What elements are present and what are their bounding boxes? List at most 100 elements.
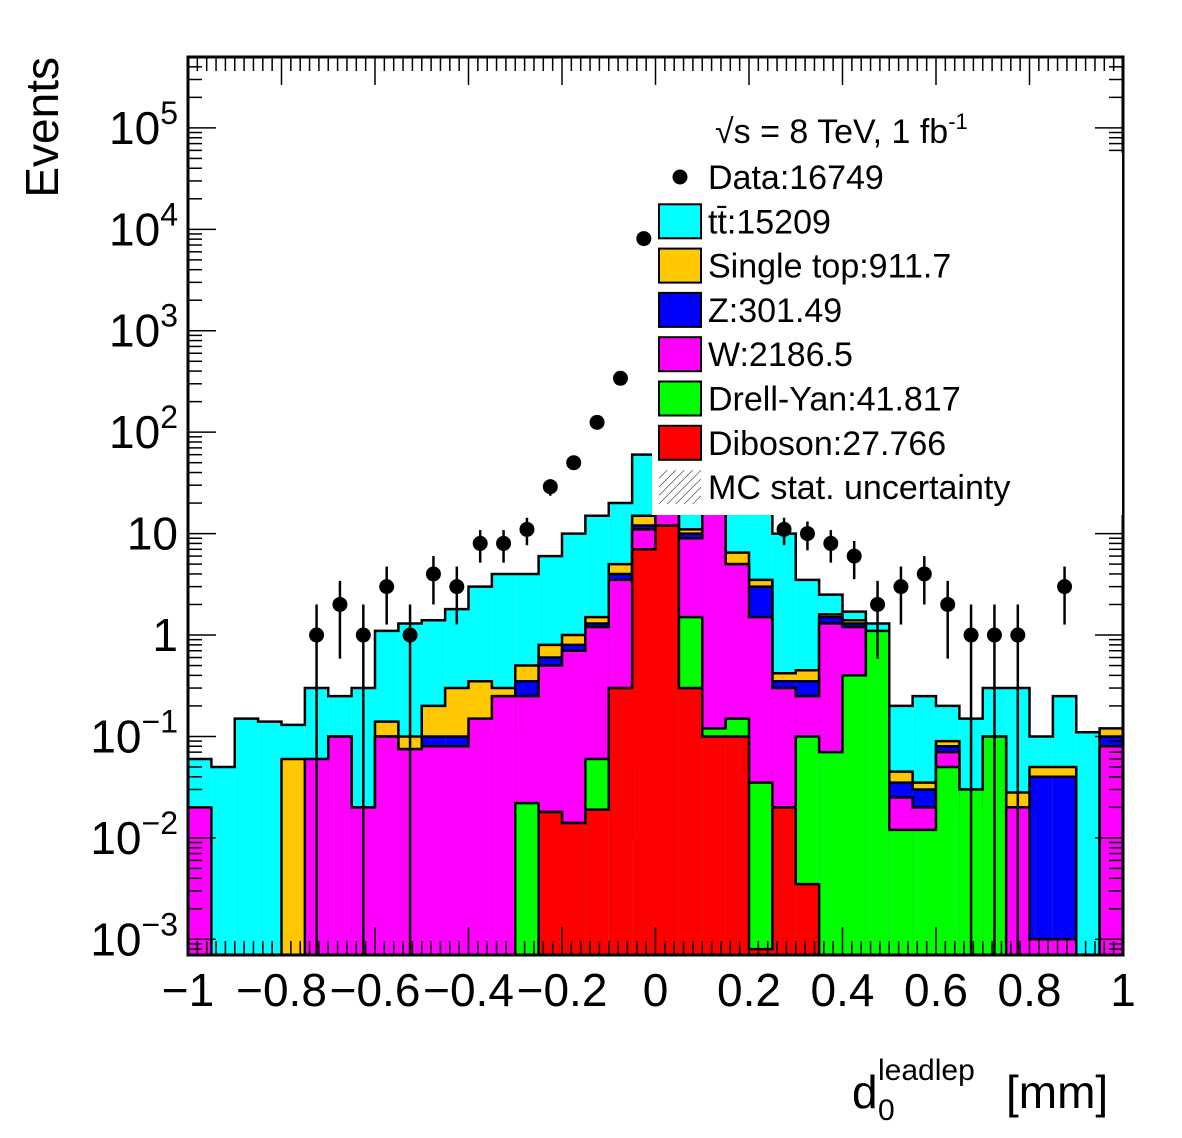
legend-entry-z-301-49: Z:301.49 [658,291,842,330]
y-tick-label: 1 [152,609,178,661]
legend-swatch [658,291,702,328]
data-point-18 [846,541,862,580]
bar-tt-3 [258,721,282,955]
bar-diboson-20 [655,525,679,955]
series-diboson [188,524,1123,957]
marker [846,548,862,564]
data-point-19 [870,580,886,659]
data-point-6 [449,566,465,625]
marker [823,535,839,551]
data-point-25 [1010,604,1026,955]
legend-entry-diboson-27-766: Diboson:27.766 [658,424,946,463]
bar-diboson-19 [632,549,656,955]
bar-w-0 [188,807,212,955]
legend-hatch-swatch [659,470,701,505]
legend-entry-single-top-911-7: Single top:911.7 [658,247,951,286]
x-tick-label: −1 [162,964,214,1016]
bar-diboson-25 [772,807,796,955]
marker [379,579,395,595]
marker [776,521,792,537]
x-tick-label: 0.4 [811,964,875,1016]
marker [519,521,535,537]
legend-label: W:2186.5 [708,336,853,374]
bar-drell-yan-27 [819,752,843,955]
data-points [309,231,1073,955]
data-point-2 [355,604,371,955]
data-point-4 [402,604,418,955]
legend-swatch [658,424,702,461]
legend-label: Drell-Yan:41.817 [708,381,961,419]
marker [449,579,465,595]
marker [963,627,979,643]
data-point-17 [823,530,839,563]
legend: √s = 8 TeV, 1 fb-1 Data:16749 tt̄:15209 Sin… [652,109,1122,515]
bar-z-36 [1029,776,1053,955]
bar-diboson-17 [585,809,609,955]
x-axis-label-unit: [mm] [1006,1066,1108,1118]
x-tick-label: 0.6 [904,964,968,1016]
bar-tt-38 [1076,732,1100,955]
bar-w-6 [328,736,352,955]
bar-tt-1 [211,766,235,955]
marker [496,535,512,551]
bar-diboson-24 [749,949,773,955]
legend-entry-data-16749: Data:16749 [672,159,884,197]
marker [1010,627,1026,643]
bar-diboson-15 [538,811,562,955]
legend-entry-drell-yan-41-817: Drell-Yan:41.817 [658,380,961,419]
marker [636,231,652,247]
data-point-21 [916,556,932,605]
bar-drell-yan-30 [889,829,913,955]
bar-w-37 [1052,939,1077,955]
legend-entry-tt-15209: tt̄:15209 [658,203,831,241]
data-point-13 [612,370,628,386]
legend-label: Single top:911.7 [708,248,951,286]
bar-w-39 [1099,746,1123,955]
marker [940,596,956,612]
x-tick-label: 1 [1110,964,1136,1016]
data-point-12 [589,414,605,430]
marker [1057,579,1073,595]
legend-label: Z:301.49 [708,292,842,330]
data-point-24 [986,604,1002,955]
legend-header: √s = 8 TeV, 1 fb-1 [715,109,968,151]
marker [332,596,348,612]
x-tick-label: 0.8 [998,964,1062,1016]
bar-w-8 [375,736,399,955]
bar-diboson-26 [795,884,820,955]
legend-background [652,153,1122,515]
bar-drell-yan-29 [865,630,890,955]
y-axis-label: Events [16,57,68,198]
bar-diboson-18 [608,688,633,955]
marker [870,596,886,612]
bar-single-top-4 [281,758,305,955]
data-point-10 [542,479,558,496]
x-tick-label: −0.4 [423,964,514,1016]
data-point-8 [496,530,512,563]
bar-w-12 [468,718,492,955]
legend-swatch [658,380,702,417]
marker [893,579,909,595]
marker [425,566,441,582]
marker [402,627,418,643]
data-point-23 [963,604,979,955]
data-point-1 [332,580,348,659]
legend-marker [672,169,688,185]
legend-swatch [658,336,702,373]
x-axis-label-sub: 0 [878,1094,895,1127]
x-axis-label-main: d [852,1066,878,1118]
x-tick-label: −0.2 [517,964,608,1016]
legend-entry-mc-stat-uncertainty: MC stat. uncertainty [659,469,1010,507]
y-tick-label: 10 [127,508,178,560]
legend-label: MC stat. uncertainty [708,469,1010,507]
marker [589,414,605,430]
data-point-20 [893,566,909,625]
legend-entry-w-2186-5: W:2186.5 [658,336,853,374]
bar-z-37 [1052,776,1077,955]
bar-drell-yan-31 [912,829,936,955]
marker [542,479,558,495]
data-point-11 [566,455,582,471]
bar-diboson-21 [678,688,703,955]
legend-label: tt̄:15209 [708,203,831,241]
